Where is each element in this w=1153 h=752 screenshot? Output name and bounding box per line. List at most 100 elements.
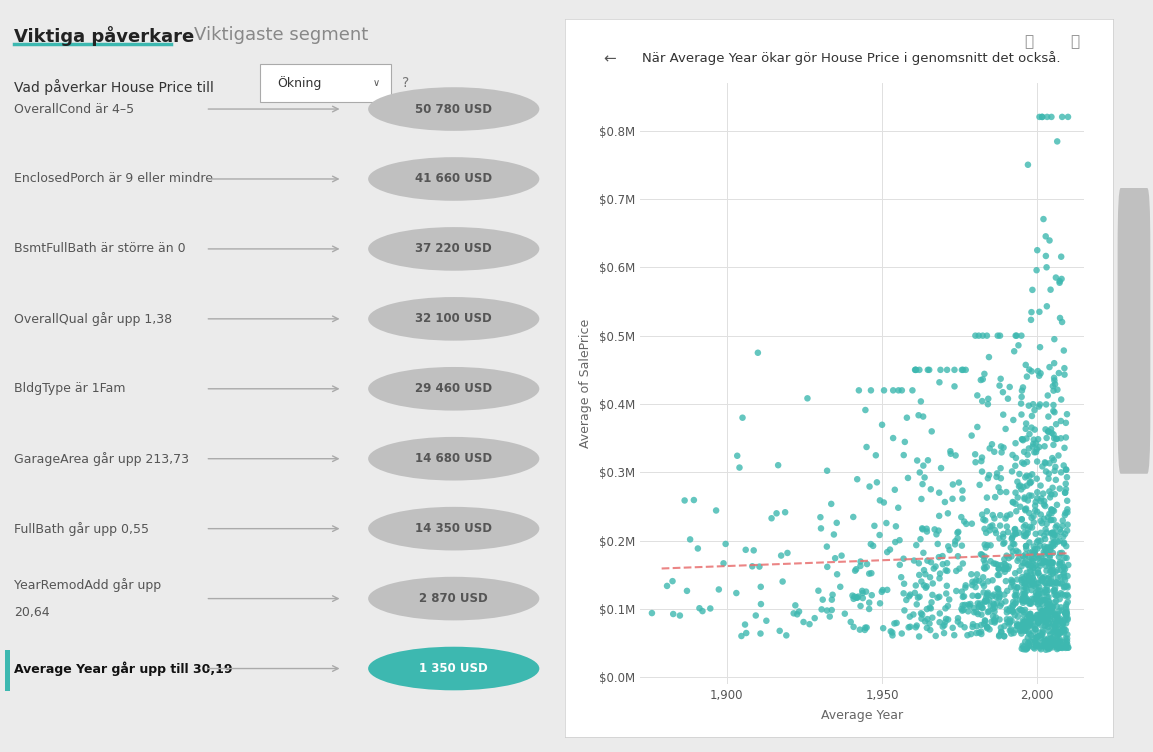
Point — [1012, 620, 1031, 632]
Point — [1016, 606, 1034, 618]
Point — [1027, 536, 1046, 548]
Point — [685, 494, 703, 506]
Point — [1035, 495, 1054, 507]
Point — [1035, 533, 1054, 545]
Point — [767, 508, 785, 520]
Point — [658, 580, 677, 592]
Point — [1013, 614, 1032, 626]
Point — [1017, 529, 1035, 541]
Point — [1017, 644, 1035, 656]
Point — [920, 602, 939, 614]
Point — [1009, 620, 1027, 632]
Point — [997, 603, 1016, 615]
Point — [1046, 406, 1064, 418]
Point — [1009, 492, 1027, 504]
Point — [1042, 640, 1061, 652]
Point — [1055, 362, 1073, 374]
Point — [928, 592, 947, 604]
Point — [937, 587, 956, 599]
Point — [1041, 611, 1060, 623]
Point — [979, 472, 997, 484]
Point — [1055, 623, 1073, 635]
Point — [1015, 643, 1033, 655]
Point — [1034, 613, 1053, 625]
Point — [1032, 575, 1050, 587]
Point — [911, 466, 929, 478]
Point — [973, 329, 992, 341]
Point — [1022, 569, 1040, 581]
Point — [993, 598, 1011, 610]
Point — [977, 527, 995, 539]
Point — [874, 584, 892, 596]
Point — [860, 596, 879, 608]
Point — [949, 550, 967, 562]
Point — [819, 561, 837, 573]
Point — [1028, 616, 1047, 628]
Point — [1020, 596, 1039, 608]
Point — [1024, 555, 1042, 567]
Point — [984, 610, 1002, 622]
Point — [949, 612, 967, 624]
Point — [856, 622, 874, 634]
Point — [1056, 590, 1075, 602]
Point — [790, 605, 808, 617]
Point — [974, 587, 993, 599]
Point — [817, 605, 836, 617]
Point — [943, 622, 962, 634]
Point — [985, 512, 1003, 524]
Point — [969, 608, 987, 620]
Text: 20,64: 20,64 — [14, 605, 50, 619]
Point — [1010, 481, 1028, 493]
Point — [945, 629, 964, 641]
Point — [1009, 581, 1027, 593]
Point — [1019, 611, 1038, 623]
Point — [930, 568, 949, 580]
Text: Average Year går upp till 30,19: Average Year går upp till 30,19 — [14, 661, 233, 676]
Point — [954, 599, 972, 611]
Point — [1043, 578, 1062, 590]
Point — [1058, 590, 1077, 602]
Point — [924, 589, 942, 601]
Point — [1042, 427, 1061, 439]
Point — [979, 393, 997, 405]
Point — [1053, 273, 1071, 285]
Point — [1042, 514, 1061, 526]
Point — [1057, 472, 1076, 484]
Point — [814, 593, 832, 605]
Point — [1027, 443, 1046, 455]
Point — [997, 562, 1016, 575]
Point — [1050, 613, 1069, 625]
Point — [1003, 496, 1022, 508]
Point — [1038, 432, 1056, 444]
Point — [1000, 552, 1018, 564]
Point — [1025, 446, 1043, 458]
Point — [1057, 552, 1076, 564]
Point — [1030, 370, 1048, 382]
Point — [926, 560, 944, 572]
Point — [1038, 580, 1056, 592]
Point — [985, 557, 1003, 569]
Point — [1032, 493, 1050, 505]
Point — [1040, 605, 1058, 617]
Point — [1028, 563, 1047, 575]
Point — [1034, 213, 1053, 225]
Text: OverallQual går upp 1,38: OverallQual går upp 1,38 — [14, 312, 173, 326]
Point — [732, 630, 751, 642]
Point — [1030, 577, 1048, 589]
Point — [1032, 632, 1050, 644]
Point — [977, 541, 995, 553]
Point — [980, 351, 998, 363]
Point — [1028, 433, 1047, 445]
Point — [1055, 561, 1073, 573]
Point — [1023, 636, 1041, 648]
Point — [1022, 608, 1040, 620]
Point — [939, 508, 957, 520]
Point — [730, 462, 748, 474]
Point — [1041, 565, 1060, 577]
Point — [1033, 572, 1052, 584]
Text: OverallCond är 4–5: OverallCond är 4–5 — [14, 102, 135, 116]
Point — [907, 620, 926, 632]
Point — [987, 527, 1005, 539]
Point — [1052, 564, 1070, 576]
Point — [862, 589, 881, 601]
